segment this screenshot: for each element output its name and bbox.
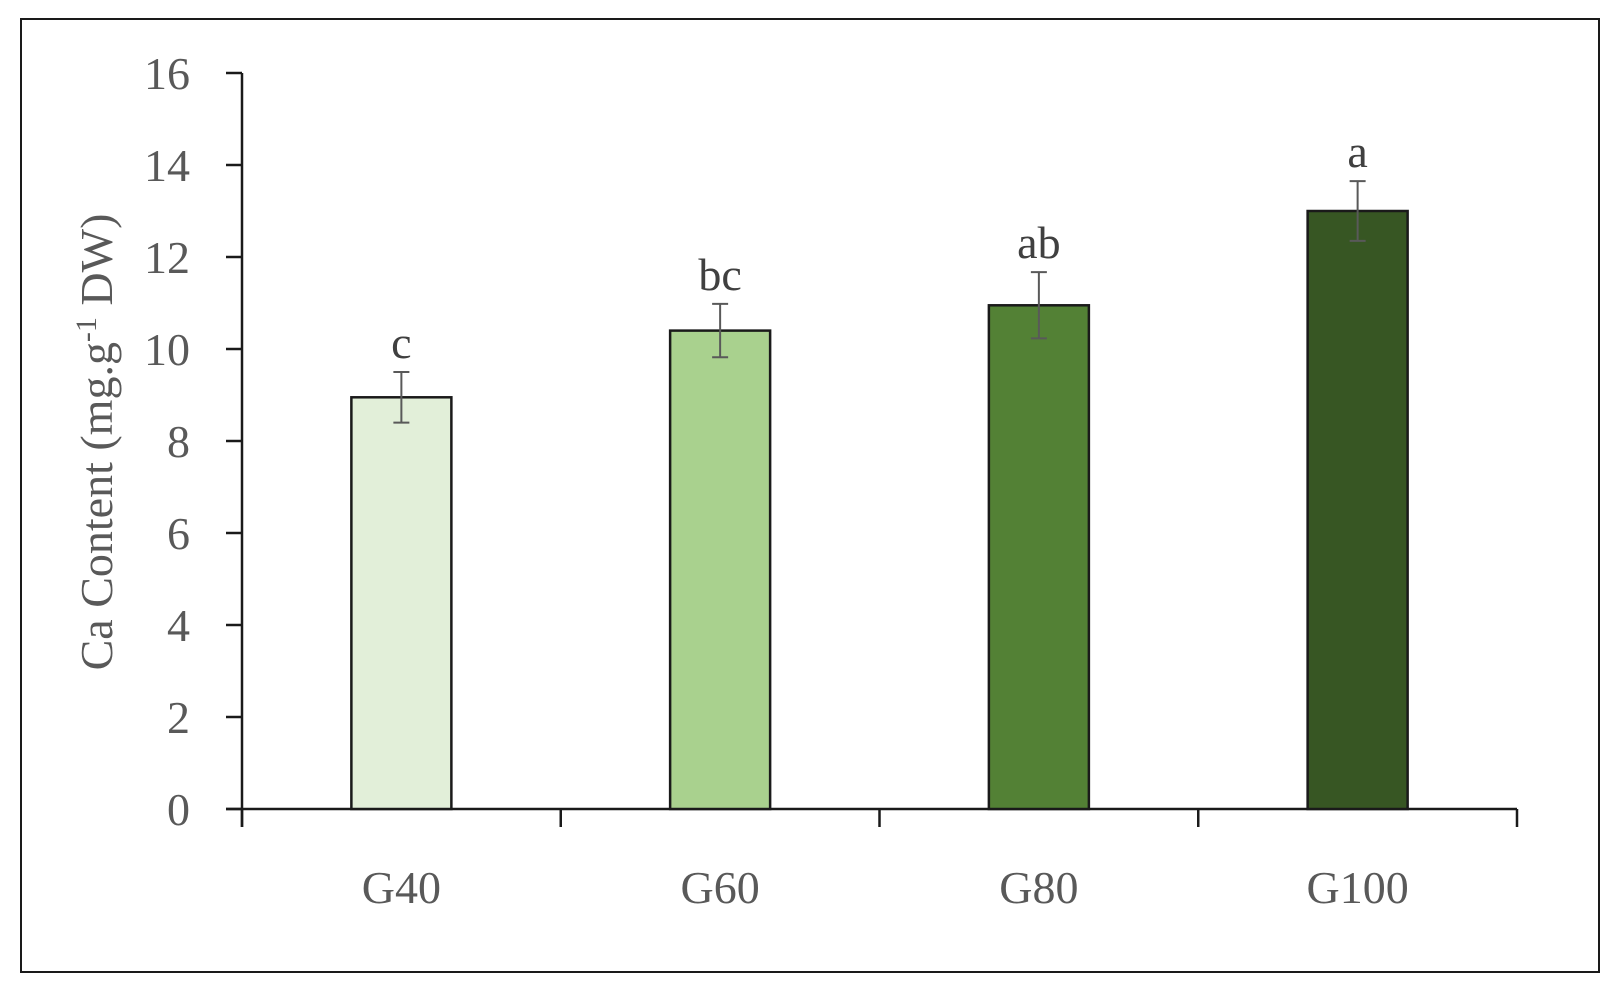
bar-g60 xyxy=(668,329,772,811)
x-tick-label-g80: G80 xyxy=(999,862,1078,913)
significance-letter-g80: ab xyxy=(1017,217,1060,268)
y-tick-label: 8 xyxy=(167,416,190,467)
y-axis-title-main: Ca Content (mg.g xyxy=(71,342,122,670)
y-axis-title-superscript: -1 xyxy=(70,317,103,342)
bar-g100 xyxy=(1306,209,1409,811)
y-tick-label: 4 xyxy=(167,600,190,651)
y-axis: 0 2 4 6 8 10 12 14 16 xyxy=(144,48,244,835)
significance-letter-g100: a xyxy=(1347,126,1367,177)
y-tick-label: 6 xyxy=(167,508,190,559)
y-tick-label: 16 xyxy=(144,48,190,99)
significance-letter-g40: c xyxy=(391,317,411,368)
error-bars xyxy=(393,180,1366,424)
y-tick-label: 2 xyxy=(167,692,190,743)
error-bar-g80 xyxy=(1030,271,1047,340)
error-bar-g40 xyxy=(393,371,410,424)
y-tick-label: 12 xyxy=(144,232,190,283)
bar-g80 xyxy=(987,304,1091,811)
x-tick-label-g60: G60 xyxy=(681,862,760,913)
significance-letters: c bc ab a xyxy=(391,126,1368,368)
x-axis: G40 G60 G80 G100 xyxy=(226,807,1519,913)
bar-g40 xyxy=(350,396,453,811)
y-tick-label: 10 xyxy=(144,324,190,375)
x-tick-label-g100: G100 xyxy=(1307,862,1409,913)
bars xyxy=(350,209,1409,811)
significance-letter-g60: bc xyxy=(698,249,741,300)
error-bar-g100 xyxy=(1349,180,1366,242)
y-axis-title: Ca Content (mg.g-1 DW) xyxy=(70,214,123,671)
y-tick-label: 14 xyxy=(144,140,190,191)
error-bar-g60 xyxy=(712,302,729,359)
x-tick-label-g40: G40 xyxy=(362,862,441,913)
y-axis-title-unit: DW) xyxy=(71,214,122,317)
y-tick-label: 0 xyxy=(167,784,190,835)
